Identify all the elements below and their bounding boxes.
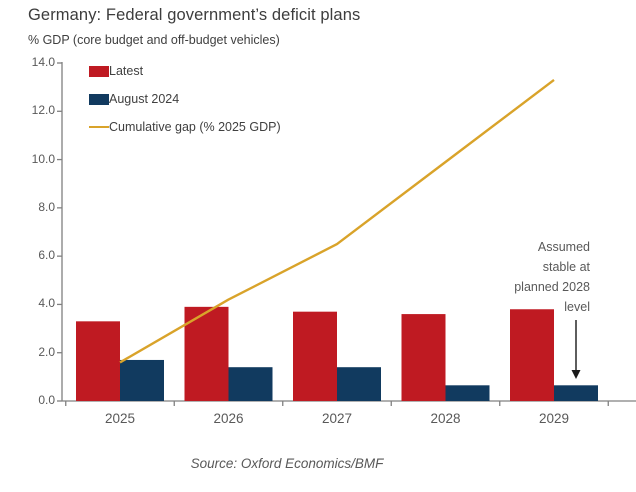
bar-august-2024-2026 <box>228 367 273 401</box>
y-tick-label: 4.0 <box>38 296 55 311</box>
legend-item-latest: Latest <box>89 62 281 80</box>
y-tick-label: 8.0 <box>38 199 55 214</box>
legend-label-latest: Latest <box>109 64 144 78</box>
bar-august-2024-2025 <box>120 359 164 401</box>
bar-latest-2029 <box>510 309 554 401</box>
x-tick-label-2029: 2029 <box>538 411 570 426</box>
source-note: Source: Oxford Economics/BMF <box>190 456 384 471</box>
y-tick-label: 0.0 <box>38 393 55 407</box>
x-tick-label-2026: 2026 <box>213 411 244 426</box>
cumulative-gap-line <box>119 78 555 364</box>
annotation-assumed-stable: Assumed stable at planned 2028 level <box>514 240 590 314</box>
x-tick-label-2027: 2027 <box>321 411 353 426</box>
legend-label-cumulative-gap: Cumulative gap (% 2025 GDP) <box>109 120 281 134</box>
bar-latest-2028 <box>401 314 446 401</box>
chart-title: Germany: Federal government’s deficit pl… <box>28 6 361 24</box>
y-tick-label: 10.0 <box>31 151 55 166</box>
legend: Latest August 2024 Cumulative gap (% 202… <box>89 62 281 146</box>
bar-august-2024-2028 <box>445 385 490 401</box>
x-tick-label-2028: 2028 <box>430 411 461 426</box>
bar-latest-2025 <box>76 321 120 401</box>
bar-latest-2026 <box>184 306 229 401</box>
latest-swatch-icon <box>89 65 109 77</box>
bar-august-2024-2027 <box>337 367 381 401</box>
legend-label-august-2024: August 2024 <box>109 92 180 106</box>
chart-subtitle: % GDP (core budget and off-budget vehicl… <box>28 33 280 47</box>
legend-item-august-2024: August 2024 <box>89 90 281 108</box>
legend-item-cumulative-gap: Cumulative gap (% 2025 GDP) <box>89 118 281 136</box>
y-tick-label: 12.0 <box>31 103 55 118</box>
y-tick-label: 2.0 <box>38 344 55 359</box>
y-tick-label: 14.0 <box>31 55 55 69</box>
annotation-arrow-head-icon <box>571 370 581 379</box>
x-tick-label-2025: 2025 <box>104 411 136 426</box>
y-tick-label: 6.0 <box>38 248 55 263</box>
cumulative-gap-line-icon <box>89 125 109 129</box>
bar-august-2024-2029 <box>554 385 598 401</box>
august-2024-swatch-icon <box>89 93 109 105</box>
bar-latest-2027 <box>293 311 337 401</box>
